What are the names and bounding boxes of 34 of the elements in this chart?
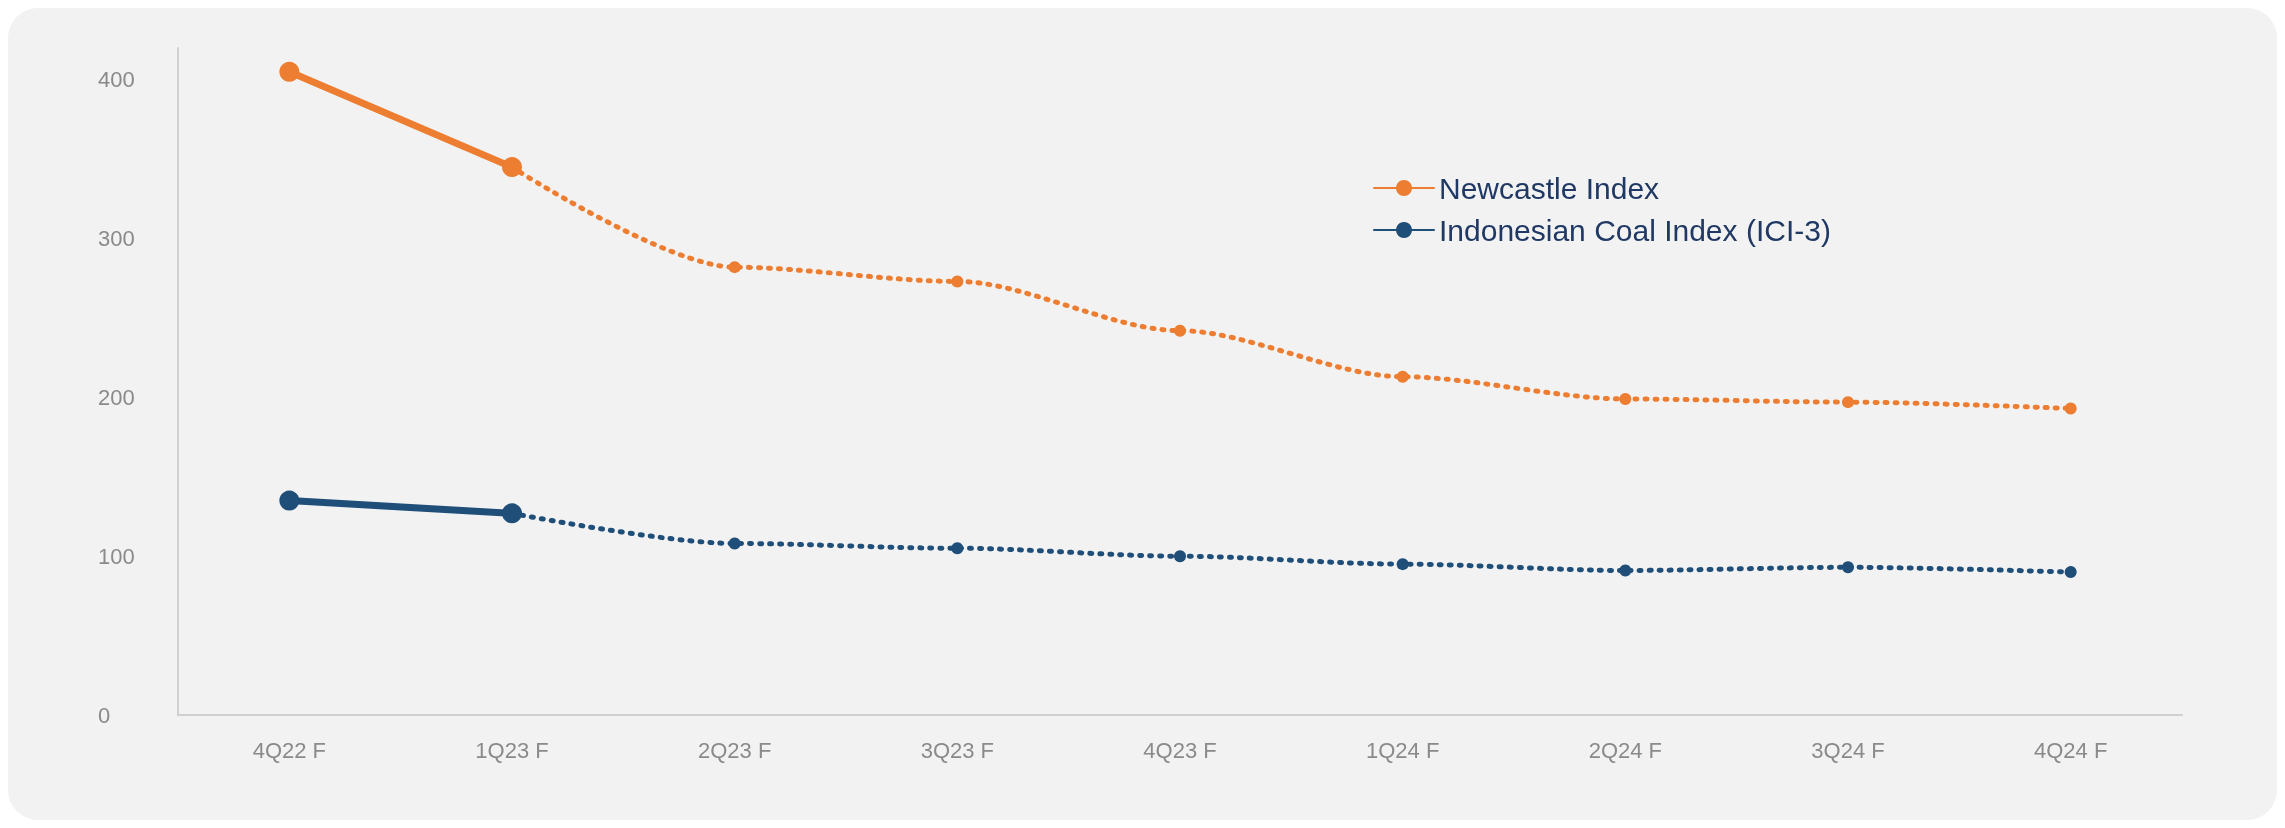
point (728, 537, 741, 550)
point (1396, 558, 1409, 571)
x-tick-label: 2Q23 F (697, 737, 772, 763)
y-tick-label: 300 (98, 226, 135, 252)
point (1396, 370, 1409, 383)
point (2064, 566, 2077, 579)
x-tick-label: 1Q23 F (475, 737, 549, 763)
x-tick-label: 1Q24 F (1365, 737, 1440, 763)
y-tick-label: 100 (98, 543, 135, 569)
x-tick-label: 4Q22 F (252, 737, 327, 763)
x-tick-label: 3Q23 F (920, 737, 995, 763)
point (1842, 396, 1854, 409)
point (502, 503, 522, 524)
point (279, 61, 300, 82)
x-tick-label: 2Q24 F (1588, 737, 1663, 763)
x-tick-label: 3Q24 F (1811, 737, 1885, 763)
point (951, 275, 964, 288)
point (502, 157, 522, 178)
point (2064, 402, 2077, 415)
point (1619, 392, 1632, 405)
x-tick-label: 4Q24 F (2033, 737, 2108, 763)
point (279, 490, 300, 511)
point (1174, 324, 1186, 337)
point (1174, 550, 1186, 563)
point (951, 542, 964, 555)
x-tick-label: 4Q23 F (1143, 737, 1217, 763)
legend-label: Indonesian Coal Index (ICI-3) (1439, 213, 1831, 247)
point (1619, 564, 1632, 577)
y-tick-label: 400 (98, 67, 135, 93)
point (1842, 561, 1854, 574)
legend-label: Newcastle Index (1439, 171, 1660, 205)
y-tick-label: 0 (98, 702, 111, 728)
point (728, 261, 741, 274)
y-tick-label: 200 (98, 384, 135, 410)
